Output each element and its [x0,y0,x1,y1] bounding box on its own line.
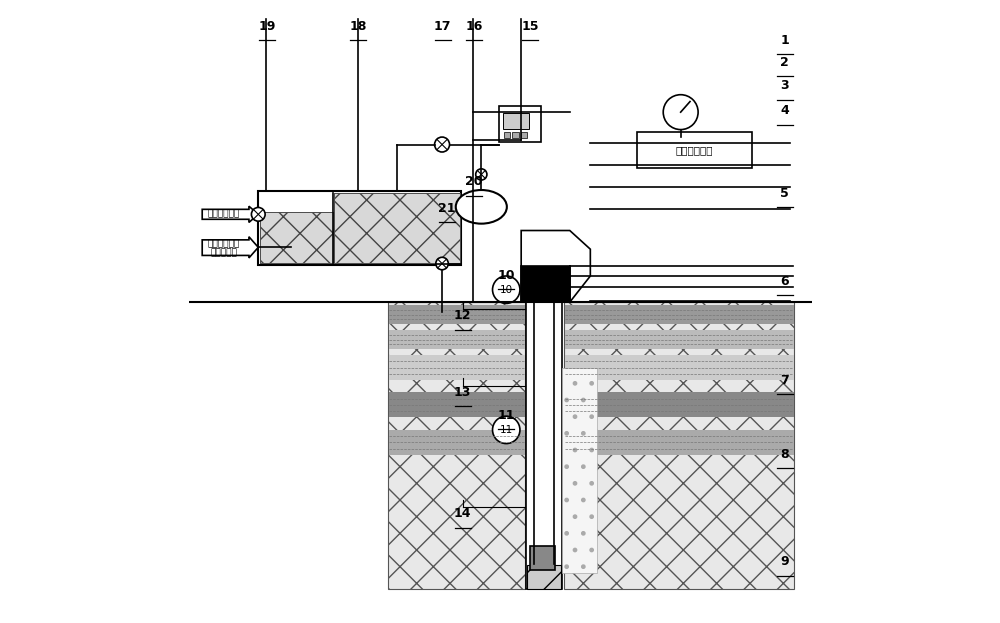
Text: 7: 7 [780,374,789,386]
Bar [669,135,692,141]
Text: 14: 14 [454,508,471,520]
Text: 6: 6 [780,275,789,288]
Bar [388,302,525,589]
Text: 8: 8 [780,449,789,461]
Circle shape [476,169,487,180]
Bar [512,132,519,138]
Text: 5: 5 [780,187,789,199]
Polygon shape [202,237,258,258]
Bar [526,302,562,589]
Bar [565,305,794,324]
Bar [527,565,561,589]
Bar [637,132,752,168]
Bar [565,430,794,455]
Bar [258,191,461,265]
Text: 或回收利用: 或回收利用 [211,249,237,257]
Text: 12: 12 [454,310,471,322]
Text: 13: 13 [454,386,471,399]
Bar [389,305,525,324]
Text: 1: 1 [780,34,789,47]
Circle shape [435,137,450,152]
Bar [504,132,510,138]
Circle shape [251,207,265,221]
Text: 16: 16 [465,20,483,32]
Bar [389,355,525,380]
Text: 危险废物处置: 危险废物处置 [208,240,240,249]
Text: 11: 11 [500,425,513,435]
Bar [389,330,525,349]
Bar [565,392,794,417]
Circle shape [436,257,448,270]
Bar [389,430,525,455]
Text: 18: 18 [349,20,367,32]
Bar [499,106,541,142]
Bar [260,212,333,263]
Bar [389,392,525,417]
Text: 3: 3 [780,80,789,92]
Text: 17: 17 [434,20,451,32]
Text: 11: 11 [497,409,515,422]
Text: 20: 20 [465,176,483,188]
Text: 10: 10 [497,269,515,282]
Bar [565,330,794,349]
Text: 废气处理系统: 废气处理系统 [676,145,713,155]
Text: 2: 2 [780,56,789,69]
Bar [334,193,460,263]
Bar [521,132,527,138]
Circle shape [493,276,520,303]
Bar [565,355,794,380]
Text: 9: 9 [780,556,789,568]
Ellipse shape [456,190,507,224]
Polygon shape [202,206,258,222]
Bar [521,266,570,302]
Bar [334,193,460,263]
Bar [562,368,597,573]
Bar [530,546,555,570]
Text: 4: 4 [780,105,789,117]
Text: 21: 21 [438,202,456,215]
Text: 10: 10 [500,285,513,295]
Text: 废水处理系统: 废水处理系统 [208,210,240,219]
Text: 19: 19 [258,20,276,32]
Bar [260,212,333,263]
Bar [503,113,529,129]
Bar [564,302,794,589]
Text: 15: 15 [521,20,539,32]
Circle shape [493,416,520,444]
